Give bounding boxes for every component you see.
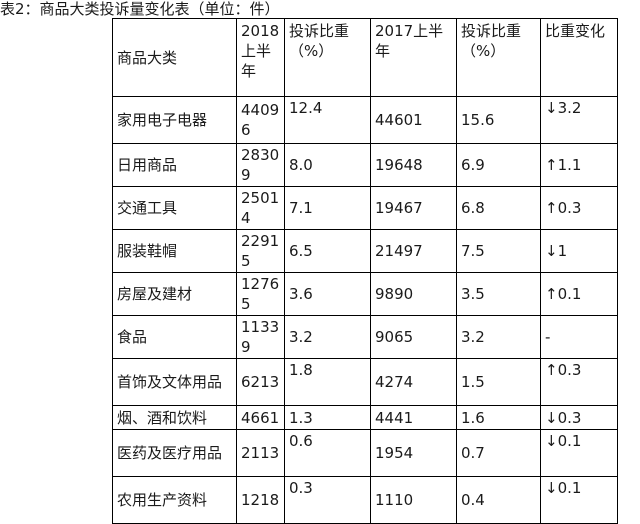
cell-2017: 19648 — [370, 143, 457, 187]
cell-2018: 12765 — [236, 272, 285, 316]
cell-share-2018: 8.0 — [284, 143, 371, 187]
cell-share-2018: 0.6 — [284, 429, 371, 477]
cell-share-2018: 3.6 — [284, 272, 371, 316]
cell-share-2018: 1.8 — [284, 358, 371, 406]
cell-change: ↓0.1 — [540, 429, 618, 477]
header-cell: 商品大类 — [112, 18, 237, 97]
cell-change: ↑0.3 — [540, 186, 618, 230]
header-cell: 2018上半年 — [236, 18, 285, 97]
cell-category: 服装鞋帽 — [112, 229, 237, 273]
cell-category: 日用商品 — [112, 143, 237, 187]
cell-share-2018: 3.2 — [284, 315, 371, 359]
table-row: 烟、酒和饮料 4661 1.3 4441 1.6 ↓0.3 — [112, 405, 618, 430]
cell-category: 房屋及建材 — [112, 272, 237, 316]
cell-share-2018: 0.3 — [284, 476, 371, 524]
header-cell: 投诉比重（%） — [456, 18, 541, 97]
cell-change: - — [540, 315, 618, 359]
cell-share-2017: 6.9 — [456, 143, 541, 187]
table-row: 农用生产资料 1218 0.3 1110 0.4 ↓0.1 — [112, 476, 618, 524]
cell-change: ↓3.2 — [540, 96, 618, 144]
cell-2018: 2113 — [236, 429, 285, 477]
cell-2018: 4661 — [236, 405, 285, 430]
cell-category: 农用生产资料 — [112, 476, 237, 524]
table-row: 首饰及文体用品 6213 1.8 4274 1.5 ↑0.3 — [112, 358, 618, 406]
cell-change: ↑0.1 — [540, 272, 618, 316]
cell-category: 家用电子电器 — [112, 96, 237, 144]
cell-share-2017: 0.4 — [456, 476, 541, 524]
cell-2017: 9065 — [370, 315, 457, 359]
cell-2018: 44096 — [236, 96, 285, 144]
cell-share-2018: 7.1 — [284, 186, 371, 230]
cell-change: ↓1 — [540, 229, 618, 273]
cell-2018: 11339 — [236, 315, 285, 359]
header-row: 商品大类 2018上半年 投诉比重（%） 2017上半年 投诉比重（%） 比重变… — [112, 18, 618, 97]
cell-share-2017: 6.8 — [456, 186, 541, 230]
cell-share-2017: 3.2 — [456, 315, 541, 359]
table-row: 房屋及建材 12765 3.6 9890 3.5 ↑0.1 — [112, 272, 618, 316]
complaint-table: 商品大类 2018上半年 投诉比重（%） 2017上半年 投诉比重（%） 比重变… — [112, 18, 618, 524]
table-row: 交通工具 25014 7.1 19467 6.8 ↑0.3 — [112, 186, 618, 230]
cell-2018: 1218 — [236, 476, 285, 524]
table-row: 医药及医疗用品 2113 0.6 1954 0.7 ↓0.1 — [112, 429, 618, 477]
table-row: 日用商品 28309 8.0 19648 6.9 ↑1.1 — [112, 143, 618, 187]
cell-2017: 4441 — [370, 405, 457, 430]
cell-category: 食品 — [112, 315, 237, 359]
cell-category: 首饰及文体用品 — [112, 358, 237, 406]
cell-share-2017: 1.5 — [456, 358, 541, 406]
cell-2018: 25014 — [236, 186, 285, 230]
cell-2018: 28309 — [236, 143, 285, 187]
cell-share-2017: 7.5 — [456, 229, 541, 273]
cell-share-2017: 3.5 — [456, 272, 541, 316]
cell-share-2018: 1.3 — [284, 405, 371, 430]
cell-2018: 6213 — [236, 358, 285, 406]
cell-2017: 44601 — [370, 96, 457, 144]
cell-2017: 9890 — [370, 272, 457, 316]
table-row: 服装鞋帽 22915 6.5 21497 7.5 ↓1 — [112, 229, 618, 273]
header-cell: 比重变化 — [540, 18, 618, 97]
cell-change: ↓0.1 — [540, 476, 618, 524]
cell-change: ↑0.3 — [540, 358, 618, 406]
cell-change: ↑1.1 — [540, 143, 618, 187]
table-row: 家用电子电器 44096 12.4 44601 15.6 ↓3.2 — [112, 96, 618, 144]
header-cell: 投诉比重（%） — [284, 18, 371, 97]
cell-2017: 4274 — [370, 358, 457, 406]
cell-2018: 22915 — [236, 229, 285, 273]
table-caption: 表2：商品大类投诉量变化表（单位：件） — [0, 0, 280, 18]
cell-2017: 19467 — [370, 186, 457, 230]
cell-change: ↓0.3 — [540, 405, 618, 430]
header-cell: 2017上半年 — [370, 18, 457, 97]
cell-2017: 21497 — [370, 229, 457, 273]
cell-2017: 1954 — [370, 429, 457, 477]
cell-category: 医药及医疗用品 — [112, 429, 237, 477]
cell-category: 交通工具 — [112, 186, 237, 230]
cell-share-2018: 12.4 — [284, 96, 371, 144]
table-row: 食品 11339 3.2 9065 3.2 - — [112, 315, 618, 359]
cell-share-2017: 0.7 — [456, 429, 541, 477]
cell-share-2017: 1.6 — [456, 405, 541, 430]
cell-share-2017: 15.6 — [456, 96, 541, 144]
cell-2017: 1110 — [370, 476, 457, 524]
cell-category: 烟、酒和饮料 — [112, 405, 237, 430]
cell-share-2018: 6.5 — [284, 229, 371, 273]
